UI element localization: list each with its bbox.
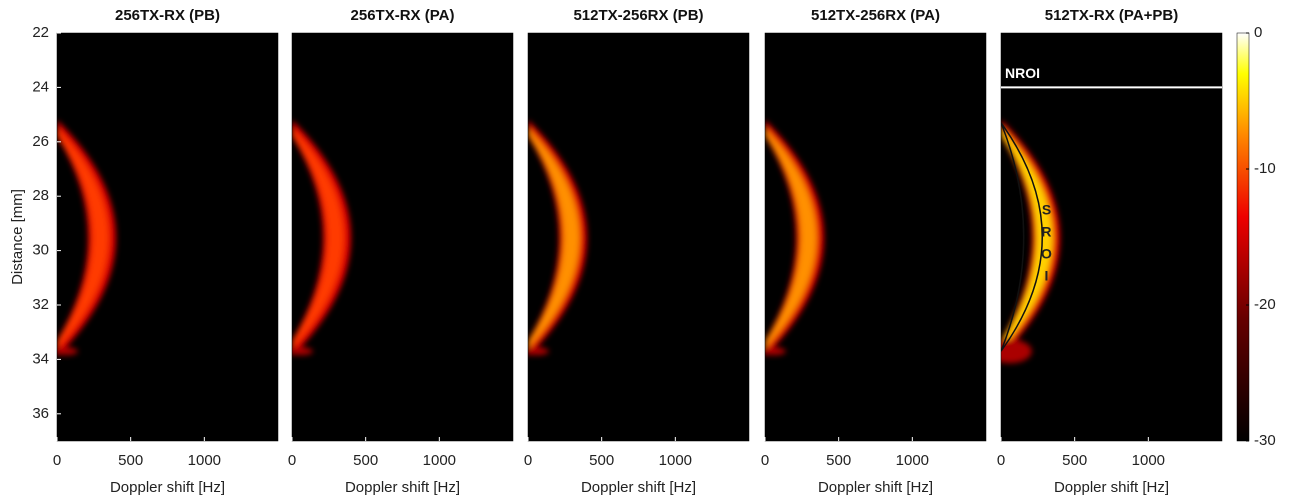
annotation: NROI	[1005, 65, 1040, 81]
heat-blob	[57, 120, 116, 357]
x-axis-label: Doppler shift [Hz]	[110, 479, 225, 496]
x-tick-label: 0	[997, 452, 1005, 469]
x-tick-label: 0	[53, 452, 61, 469]
frame	[291, 32, 514, 442]
heat-tail	[292, 347, 313, 356]
x-tick-label: 500	[353, 452, 378, 469]
x-axis-label: Doppler shift [Hz]	[581, 479, 696, 496]
colorbar-tick-label: -10	[1254, 160, 1276, 177]
x-tick-label: 500	[826, 452, 851, 469]
y-tick-label: 36	[32, 405, 49, 422]
heat-outer	[292, 120, 351, 357]
heat-inner	[292, 128, 344, 349]
y-tick-label: 30	[32, 242, 49, 259]
heat-tail	[528, 347, 549, 356]
y-tick-label: 32	[32, 296, 49, 313]
x-axis-label: Doppler shift [Hz]	[818, 479, 933, 496]
heat-tail	[57, 347, 78, 356]
frame	[56, 32, 279, 442]
heat-blob	[528, 120, 587, 357]
heat-outer	[528, 120, 587, 357]
heat-inner	[765, 128, 817, 349]
y-tick-label: 34	[32, 350, 49, 367]
x-axis-label: Doppler shift [Hz]	[345, 479, 460, 496]
y-tick-label: 24	[32, 78, 49, 95]
x-tick-label: 500	[1062, 452, 1087, 469]
heat-tail	[1001, 339, 1032, 364]
heatmap	[528, 120, 587, 357]
y-tick-label: 26	[32, 133, 49, 150]
heat-blob	[765, 120, 824, 357]
heatmap	[57, 120, 116, 357]
x-tick-label: 1000	[423, 452, 456, 469]
heatmap	[292, 120, 351, 357]
x-tick-label: 0	[288, 452, 296, 469]
colorbar	[1236, 32, 1250, 442]
heatmap	[765, 120, 824, 357]
colorbar-tick-label: -30	[1254, 432, 1276, 449]
heat-outer	[765, 120, 824, 357]
x-axis-label: Doppler shift [Hz]	[1054, 479, 1169, 496]
y-tick-label: 22	[32, 24, 49, 41]
x-tick-label: 1000	[896, 452, 929, 469]
frame	[527, 32, 750, 442]
panel-title: 256TX-RX (PB)	[115, 7, 220, 24]
colorbar-tick-label: 0	[1254, 24, 1262, 41]
x-tick-label: 1000	[188, 452, 221, 469]
x-tick-label: 500	[589, 452, 614, 469]
panel-title: 512TX-256RX (PA)	[811, 7, 940, 24]
heat-blob	[1001, 120, 1060, 364]
heat-inner	[1001, 128, 1053, 349]
frame	[1000, 32, 1223, 442]
panel-title: 512TX-256RX (PB)	[573, 7, 703, 24]
heat-outer	[1001, 120, 1060, 357]
x-tick-label: 500	[118, 452, 143, 469]
heat-outer	[57, 120, 116, 357]
x-tick-label: 1000	[1132, 452, 1165, 469]
panel-title: 512TX-RX (PA+PB)	[1045, 7, 1179, 24]
x-tick-label: 0	[524, 452, 532, 469]
heat-inner	[57, 128, 109, 349]
colorbar-tick-label: -20	[1254, 296, 1276, 313]
x-tick-label: 0	[761, 452, 769, 469]
heat-blob	[292, 120, 351, 357]
panel-title: 256TX-RX (PA)	[351, 7, 455, 24]
y-tick-label: 28	[32, 187, 49, 204]
y-axis-label: Distance [mm]	[9, 189, 26, 285]
annotation: SROI	[1038, 202, 1054, 290]
heat-tail	[765, 347, 786, 356]
frame	[764, 32, 987, 442]
x-tick-label: 1000	[659, 452, 692, 469]
heat-inner	[528, 128, 580, 349]
